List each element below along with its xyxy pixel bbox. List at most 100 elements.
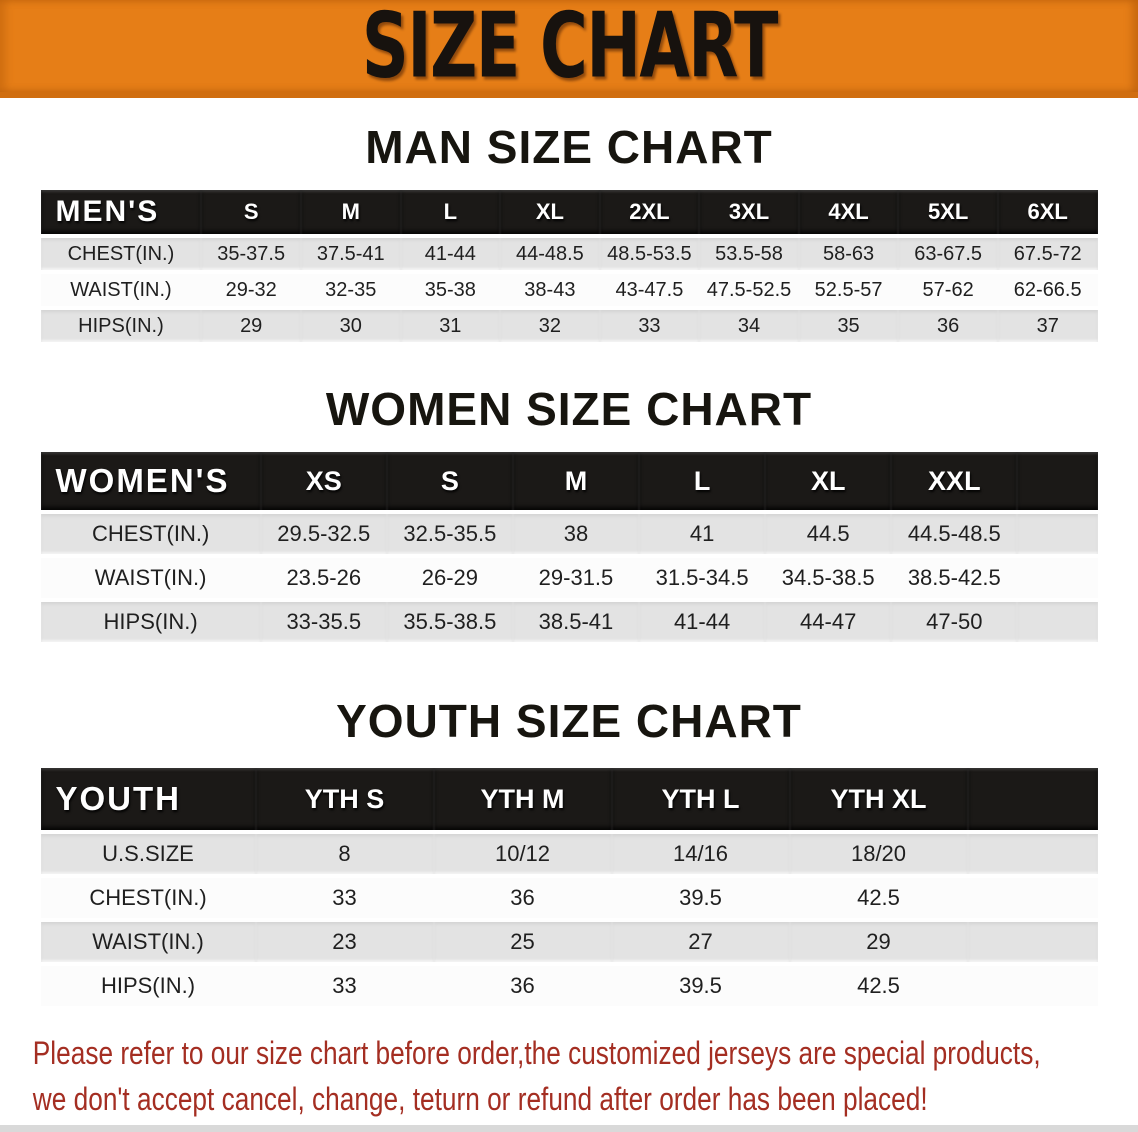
banner-title: SIZE CHART (361, 0, 778, 99)
table-row: HIPS(IN.) 33 36 39.5 42.5 (40, 966, 1098, 1006)
row-label-cell: U.S.SIZE (40, 834, 256, 874)
value-cell: 44-48.5 (500, 238, 600, 270)
row-spacer-cell (967, 966, 1098, 1006)
size-header-cell: 3XL (699, 190, 799, 234)
table-header-label: MEN'S (40, 190, 202, 234)
value-cell: 53.5-58 (699, 238, 799, 270)
value-cell: 35-38 (400, 274, 501, 306)
value-cell: 57-62 (898, 274, 998, 306)
value-cell: 38.5-41 (512, 602, 640, 642)
table-header-row: MEN'S S M L XL 2XL 3XL 4XL 5XL 6XL (40, 190, 1098, 234)
table-header-row: YOUTH YTH S YTH M YTH L YTH XL (40, 768, 1098, 830)
value-cell: 29.5-32.5 (260, 514, 387, 554)
value-cell: 29 (789, 922, 968, 962)
header-spacer-cell (1017, 452, 1098, 510)
value-cell: 44-47 (765, 602, 892, 642)
value-cell: 29-32 (201, 274, 301, 306)
table-header-row: WOMEN'S XS S M L XL XXL (40, 452, 1098, 510)
value-cell: 47-50 (891, 602, 1018, 642)
value-cell: 34.5-38.5 (765, 558, 892, 598)
man-size-chart-heading: MAN SIZE CHART (365, 121, 773, 173)
value-cell: 31.5-34.5 (639, 558, 766, 598)
size-header-cell: 4XL (798, 190, 899, 234)
value-cell: 29 (201, 310, 301, 342)
value-cell: 38.5-42.5 (891, 558, 1018, 598)
value-cell: 29-31.5 (512, 558, 640, 598)
size-header-cell: 2XL (599, 190, 700, 234)
size-header-cell: XXL (891, 452, 1018, 510)
value-cell: 33 (255, 966, 434, 1006)
table-row: WAIST(IN.) 29-32 32-35 35-38 38-43 43-47.5 47.… (40, 274, 1098, 306)
value-cell: 44.5-48.5 (891, 514, 1018, 554)
size-header-cell: YTH L (611, 768, 790, 830)
women-size-chart-heading: WOMEN SIZE CHART (325, 383, 813, 435)
table-row: CHEST(IN.) 35-37.5 37.5-41 41-44 44-48.5 48.5… (40, 238, 1098, 270)
value-cell: 35-37.5 (201, 238, 301, 270)
size-chart-banner: SIZE CHART (0, 0, 1138, 98)
value-cell: 38 (512, 514, 640, 554)
size-header-cell: M (512, 452, 640, 510)
row-spacer-cell (967, 878, 1098, 918)
row-label-cell: CHEST(IN.) (40, 878, 256, 918)
table-row: HIPS(IN.) 29 30 31 32 33 34 35 36 37 (40, 310, 1098, 342)
value-cell: 42.5 (789, 878, 968, 918)
value-cell: 52.5-57 (798, 274, 899, 306)
size-header-cell: S (386, 452, 513, 510)
value-cell: 43-47.5 (599, 274, 700, 306)
value-cell: 44.5 (765, 514, 892, 554)
value-cell: 32-35 (300, 274, 401, 306)
row-label-cell: WAIST(IN.) (40, 274, 202, 306)
table-row: HIPS(IN.) 33-35.5 35.5-38.5 38.5-41 41-44 44-… (40, 602, 1098, 642)
table-row: WAIST(IN.) 23 25 27 29 (40, 922, 1098, 962)
disclaimer-line-1: Please refer to our size chart before or… (32, 1035, 1041, 1071)
value-cell: 37.5-41 (300, 238, 401, 270)
size-header-cell: L (639, 452, 766, 510)
disclaimer-line-2: we don't accept cancel, change, teturn o… (32, 1081, 928, 1117)
row-spacer-cell (967, 922, 1098, 962)
table-header-label: WOMEN'S (40, 452, 261, 510)
youth-size-table: YOUTH YTH S YTH M YTH L YTH XL U.S.SIZE 8 10/12… (40, 764, 1098, 1010)
size-header-cell: 5XL (898, 190, 998, 234)
value-cell: 14/16 (611, 834, 790, 874)
size-header-cell: XL (765, 452, 892, 510)
value-cell: 37 (997, 310, 1098, 342)
value-cell: 25 (433, 922, 612, 962)
value-cell: 23.5-26 (260, 558, 387, 598)
row-label-cell: HIPS(IN.) (40, 310, 202, 342)
mens-size-table: MEN'S S M L XL 2XL 3XL 4XL 5XL 6XL CHEST(IN.) 35-37… (40, 186, 1098, 346)
disclaimer-text: Please refer to our size chart before or… (0, 1030, 1123, 1122)
value-cell: 32 (500, 310, 600, 342)
value-cell: 30 (300, 310, 401, 342)
value-cell: 41-44 (400, 238, 501, 270)
value-cell: 38-43 (500, 274, 600, 306)
youth-size-chart-heading: YOUTH SIZE CHART (336, 695, 802, 747)
value-cell: 62-66.5 (997, 274, 1098, 306)
value-cell: 35.5-38.5 (386, 602, 513, 642)
size-header-cell: L (400, 190, 501, 234)
value-cell: 39.5 (611, 878, 790, 918)
row-label-cell: CHEST(IN.) (40, 514, 261, 554)
value-cell: 27 (611, 922, 790, 962)
size-header-cell: YTH XL (789, 768, 968, 830)
row-label-cell: CHEST(IN.) (40, 238, 202, 270)
value-cell: 35 (798, 310, 899, 342)
size-header-cell: YTH S (255, 768, 434, 830)
value-cell: 36 (433, 966, 612, 1006)
value-cell: 41 (639, 514, 766, 554)
row-spacer-cell (967, 834, 1098, 874)
value-cell: 33-35.5 (260, 602, 387, 642)
value-cell: 48.5-53.5 (599, 238, 700, 270)
value-cell: 18/20 (789, 834, 968, 874)
value-cell: 67.5-72 (997, 238, 1098, 270)
row-label-cell: WAIST(IN.) (40, 558, 261, 598)
size-header-cell: XS (260, 452, 387, 510)
value-cell: 26-29 (386, 558, 513, 598)
value-cell: 33 (255, 878, 434, 918)
value-cell: 39.5 (611, 966, 790, 1006)
value-cell: 32.5-35.5 (386, 514, 513, 554)
value-cell: 36 (433, 878, 612, 918)
size-header-cell: XL (500, 190, 600, 234)
value-cell: 23 (255, 922, 434, 962)
table-row: CHEST(IN.) 29.5-32.5 32.5-35.5 38 41 44.5 44.5… (40, 514, 1098, 554)
size-header-cell: S (201, 190, 301, 234)
